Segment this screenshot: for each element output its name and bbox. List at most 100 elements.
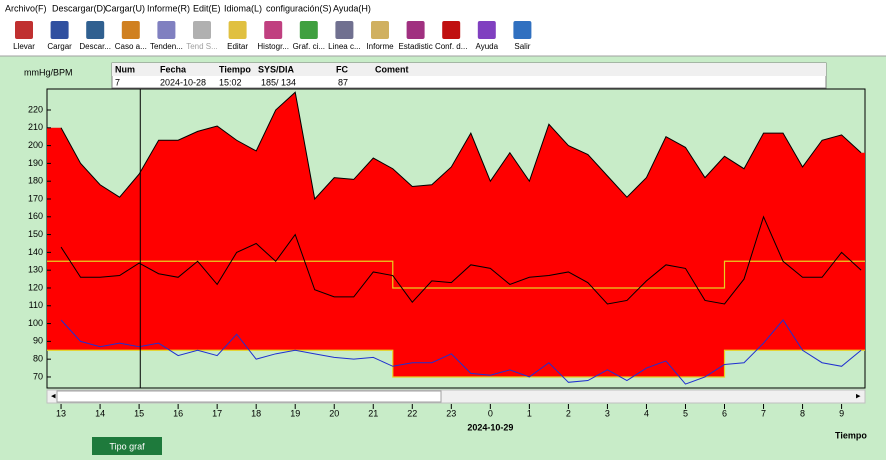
y-tick-label: 180 xyxy=(28,176,43,186)
tool-icon[interactable] xyxy=(15,21,33,39)
x-tick-label: 21 xyxy=(368,408,378,418)
tool-icon[interactable] xyxy=(50,21,69,39)
menu-item[interactable]: Descargar(D) xyxy=(52,3,106,13)
limit-line xyxy=(47,260,865,289)
tool-icon[interactable] xyxy=(264,21,283,39)
scroll-left[interactable]: ◂ xyxy=(51,390,56,400)
tool-label[interactable]: Histogr... xyxy=(257,42,289,51)
tool-label[interactable]: Caso a... xyxy=(115,42,147,51)
table-header: Tiempo xyxy=(219,64,251,74)
tool-icon[interactable] xyxy=(513,21,532,39)
y-tick-label: 190 xyxy=(28,158,43,168)
table-cell: 7 xyxy=(115,77,120,87)
x-tick-label: 3 xyxy=(605,408,610,418)
tool-icon[interactable] xyxy=(157,21,176,39)
tool-icon[interactable] xyxy=(228,21,247,39)
tool-label[interactable]: Salir xyxy=(514,42,530,51)
table-header: FC xyxy=(336,64,348,74)
tool-label[interactable]: Ayuda xyxy=(476,42,499,51)
table-cell: 2024-10-28 xyxy=(160,77,206,87)
date-label: 2024-10-29 xyxy=(467,422,513,432)
menu-item[interactable]: Cargar(U) xyxy=(105,3,145,13)
tool-label[interactable]: Descar... xyxy=(79,42,111,51)
tool-label[interactable]: Llevar xyxy=(13,42,35,51)
menu-item[interactable]: Ayuda(H) xyxy=(333,3,371,13)
table-header: SYS/DIA xyxy=(258,64,295,74)
y-tick-label: 100 xyxy=(28,318,43,328)
menu-item[interactable]: Edit(E) xyxy=(193,3,221,13)
info-header-bg xyxy=(112,63,826,76)
x-tick-label: 14 xyxy=(95,408,105,418)
x-tick-label: 17 xyxy=(212,408,222,418)
tool-icon[interactable] xyxy=(477,21,496,39)
tool-icon[interactable] xyxy=(442,21,461,39)
tool-label[interactable]: Informe xyxy=(366,42,394,51)
tool-label[interactable]: Linea c... xyxy=(328,42,360,51)
y-tick-label: 80 xyxy=(33,354,43,364)
menu-item[interactable]: Informe(R) xyxy=(147,3,190,13)
tool-icon[interactable] xyxy=(193,21,211,39)
y-tick-label: 160 xyxy=(28,211,43,221)
x-tick-label: 23 xyxy=(446,408,456,418)
y-tick-label: 70 xyxy=(33,371,43,381)
table-header: Num xyxy=(115,64,135,74)
y-tick-label: 110 xyxy=(29,300,43,310)
table-cell: 87 xyxy=(338,77,348,87)
tool-icon[interactable] xyxy=(406,21,425,39)
y-tick-label: 150 xyxy=(28,229,43,239)
y-tick-label: 210 xyxy=(28,122,43,132)
y-tick-label: 220 xyxy=(28,104,43,114)
tool-label[interactable]: Cargar xyxy=(47,42,72,51)
x-tick-label: 20 xyxy=(329,408,339,418)
menu-item[interactable]: Archivo(F) xyxy=(5,3,47,13)
y-tick-label: 200 xyxy=(28,140,43,150)
series-line xyxy=(60,215,862,305)
x-tick-label: 1 xyxy=(527,408,532,418)
y-tick-label: 170 xyxy=(28,193,43,203)
tool-label[interactable]: Tend S... xyxy=(186,42,218,51)
tool-label[interactable]: Estadistic xyxy=(398,42,432,51)
scroll-thumb[interactable] xyxy=(56,390,442,403)
y-tick-label: 130 xyxy=(28,265,43,275)
menu-item[interactable]: configuración(S) xyxy=(266,3,332,13)
x-tick-label: 22 xyxy=(407,408,417,418)
chart-type-button[interactable] xyxy=(92,437,162,455)
y-tick-label: 140 xyxy=(28,247,43,257)
x-tick-label: 16 xyxy=(173,408,183,418)
limit-line xyxy=(47,349,865,378)
tool-icon[interactable] xyxy=(335,21,354,39)
x-tick-label: 7 xyxy=(761,408,766,418)
x-tick-label: 18 xyxy=(251,408,261,418)
button-label[interactable]: Tipo graf xyxy=(109,441,145,451)
x-tick-label: 8 xyxy=(800,408,805,418)
x-tick-label: 15 xyxy=(134,408,144,418)
table-header: Fecha xyxy=(160,64,187,74)
scroll-right[interactable]: ▸ xyxy=(856,390,861,400)
x-tick-label: 9 xyxy=(839,408,844,418)
x-tick-label: 13 xyxy=(56,408,66,418)
y-tick-label: 120 xyxy=(28,282,43,292)
x-tick-label: 0 xyxy=(488,408,493,418)
tool-icon[interactable] xyxy=(121,21,140,39)
x-tick-label: 4 xyxy=(644,408,649,418)
tool-icon[interactable] xyxy=(371,21,389,39)
table-cell: 15:02 xyxy=(219,77,242,87)
menu-item[interactable]: Idioma(L) xyxy=(224,3,262,13)
tool-label[interactable]: Conf. d... xyxy=(435,42,467,51)
series-line xyxy=(60,91,862,201)
y-tick-label: 90 xyxy=(33,336,43,346)
tool-icon[interactable] xyxy=(299,21,318,39)
x-tick-label: 6 xyxy=(722,408,727,418)
table-cell: 185/ 134 xyxy=(261,77,296,87)
x-tick-label: 5 xyxy=(683,408,688,418)
tool-icon[interactable] xyxy=(86,21,105,39)
tool-label[interactable]: Editar xyxy=(227,42,248,51)
series-line xyxy=(60,319,862,385)
tool-label[interactable]: Tenden... xyxy=(150,42,183,51)
tool-label[interactable]: Graf. ci... xyxy=(293,42,325,51)
table-header: Coment xyxy=(375,64,409,74)
alarm-fill xyxy=(47,92,865,377)
y-axis-title: mmHg/BPM xyxy=(24,67,73,77)
